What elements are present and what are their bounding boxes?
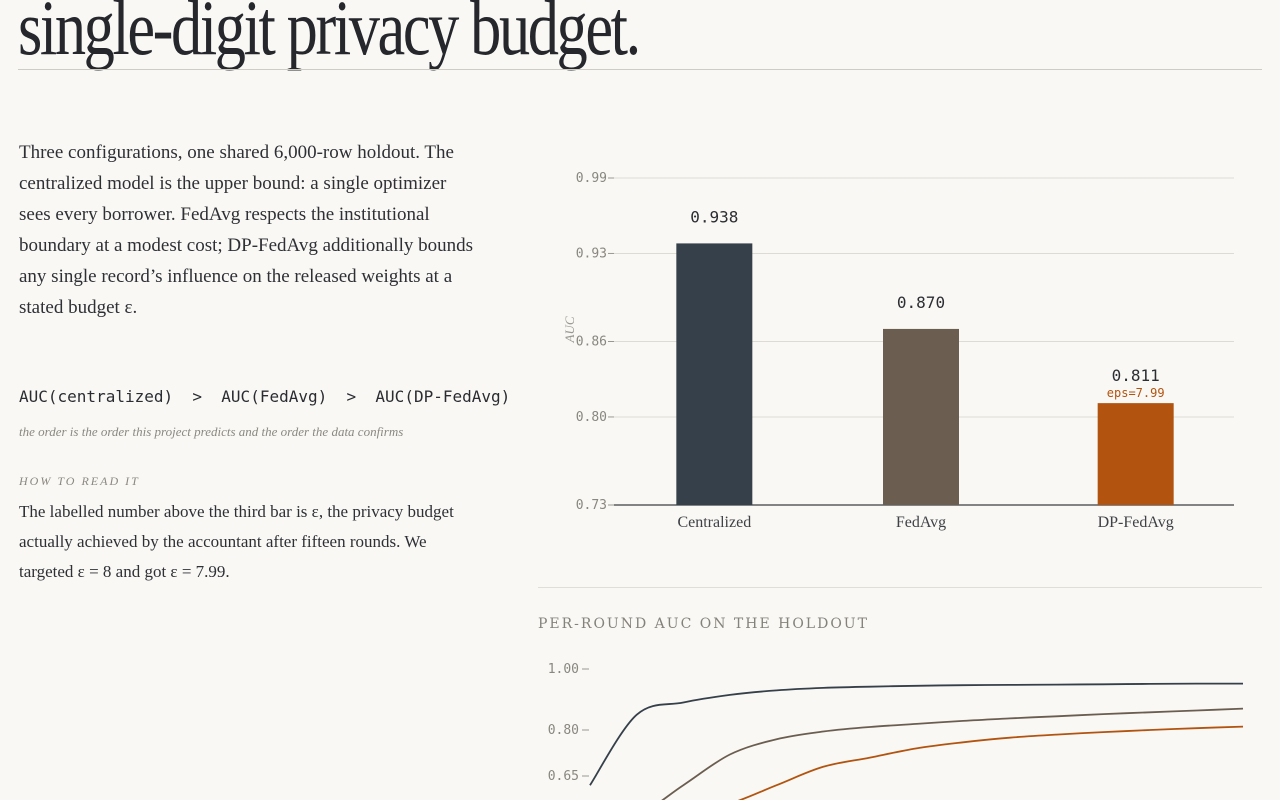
how-to-read-label: HOW TO READ IT bbox=[19, 474, 140, 488]
bar-value-label: 0.870 bbox=[897, 293, 945, 312]
bar-chart-y-tick-label: 0.93 bbox=[576, 246, 607, 261]
auc-bar-chart: 0.99 0.93 0.86 0.80 0.73 AUC 0.938 Centralized 0… bbox=[562, 171, 1234, 531]
bar-chart-y-tick-label: 0.86 bbox=[576, 335, 607, 350]
bar-dp-fedavg bbox=[1097, 403, 1174, 505]
formula-note: the order is the order this project pred… bbox=[19, 424, 404, 439]
intro-paragraph: Three configurations, one shared 6,000-r… bbox=[19, 142, 474, 318]
bar-category-label: DP-FedAvg bbox=[1098, 514, 1174, 531]
bar-category-label: FedAvg bbox=[896, 514, 946, 531]
page-headline: single-digit privacy budget. bbox=[18, 0, 641, 71]
line-chart-title: PER-ROUND AUC ON THE HOLDOUT bbox=[538, 616, 869, 632]
line-chart-y-tick-label: 0.65 bbox=[548, 769, 579, 784]
auc-ordering-formula: AUC(centralized) > AUC(FedAvg) > AUC(DP-… bbox=[19, 387, 511, 406]
line-series-fedavg bbox=[661, 707, 1244, 800]
bar-chart-y-tick-label: 0.99 bbox=[576, 171, 607, 186]
bar-category-label: Centralized bbox=[677, 514, 751, 531]
bar-chart-y-tick-label: 0.73 bbox=[576, 498, 607, 513]
bar-annotation-epsilon: eps=7.99 bbox=[1107, 386, 1165, 400]
bar-fedavg bbox=[883, 328, 959, 505]
headline-divider bbox=[18, 69, 1262, 70]
bar-value-label: 0.938 bbox=[690, 207, 738, 226]
line-series-centralized bbox=[589, 682, 1243, 786]
line-series-dp-fedavg bbox=[737, 725, 1244, 800]
line-chart-y-tick-label: 0.80 bbox=[548, 723, 579, 738]
bar-chart-y-axis-label: AUC bbox=[562, 316, 577, 343]
bar-value-label: 0.811 bbox=[1112, 366, 1160, 385]
line-chart-y-tick-label: 1.00 bbox=[548, 662, 579, 677]
bar-centralized bbox=[676, 243, 753, 505]
how-to-read-text: The labelled number above the third bar … bbox=[19, 502, 454, 581]
section-divider bbox=[538, 587, 1262, 588]
bar-chart-y-tick-label: 0.80 bbox=[576, 410, 607, 425]
